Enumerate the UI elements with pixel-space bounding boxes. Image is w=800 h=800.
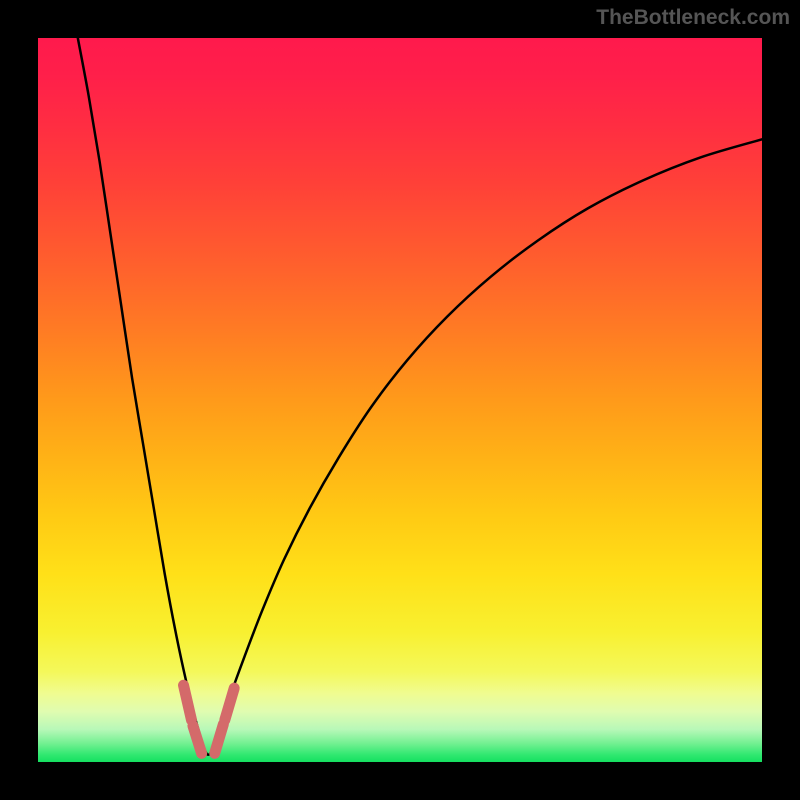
watermark-text: TheBottleneck.com (596, 6, 790, 30)
plot-area (38, 38, 762, 762)
marker-dash (184, 685, 192, 720)
chart-container: TheBottleneck.com (0, 0, 800, 800)
plot-svg (38, 38, 762, 762)
gradient-background (38, 38, 762, 762)
